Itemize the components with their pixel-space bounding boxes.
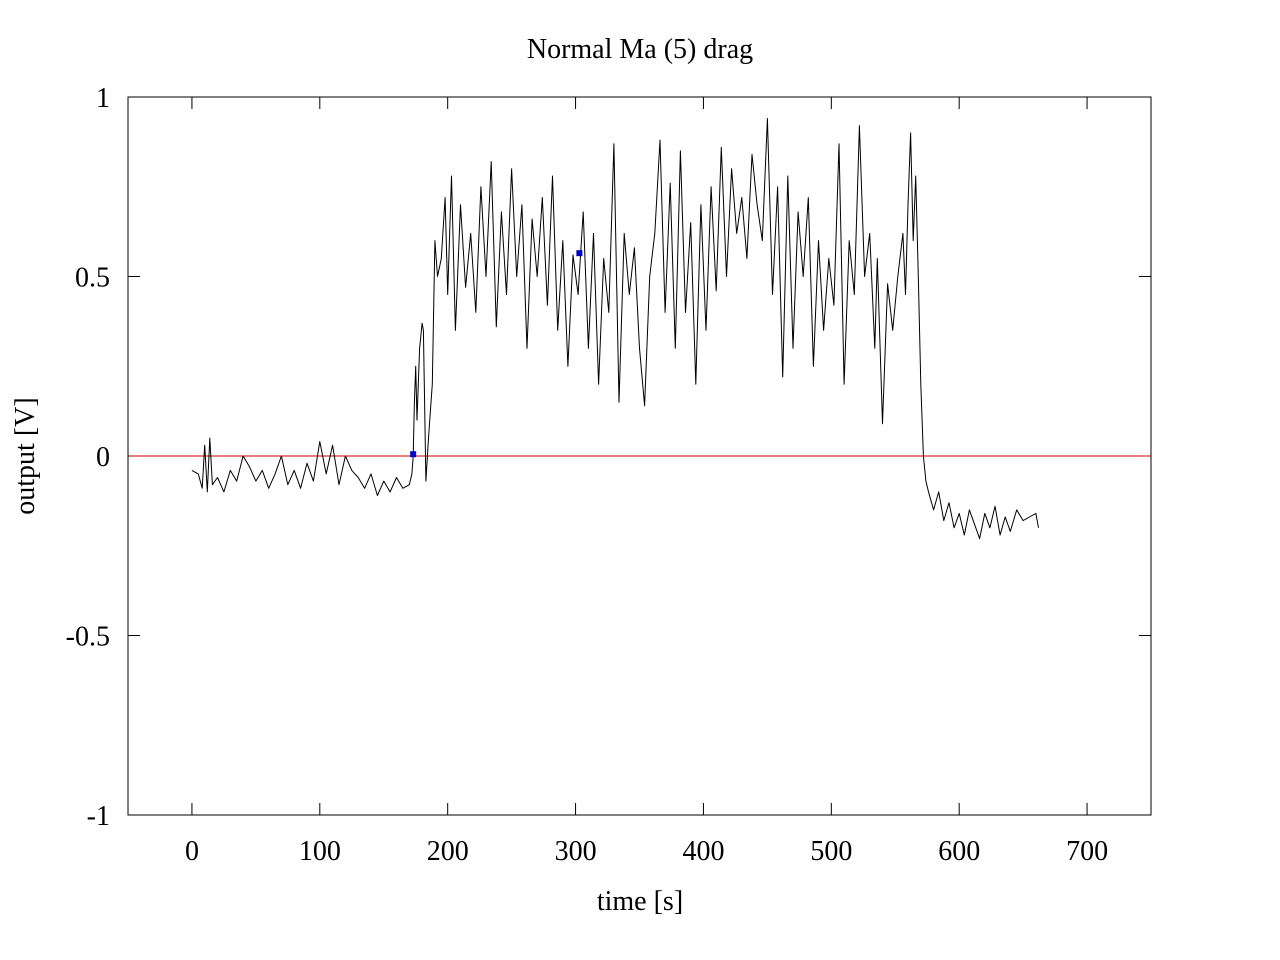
x-tick-label: 0: [185, 836, 199, 867]
x-axis-label: time [s]: [597, 886, 683, 917]
marker-point: [410, 451, 417, 458]
x-tick-label: 600: [938, 836, 980, 867]
x-tick-label: 500: [810, 836, 852, 867]
marker-point: [576, 250, 583, 257]
x-tick-label: 200: [427, 836, 469, 867]
x-ticks: 0 100 200 300 400 500 600 700: [185, 97, 1108, 867]
plot-frame: [127, 96, 1152, 816]
y-tick-label: 0.5: [75, 263, 110, 294]
x-tick-label: 300: [555, 836, 597, 867]
y-ticks: 1 0.5 0 -0.5 -1: [66, 83, 1151, 832]
chart-title: Normal Ma (5) drag: [527, 34, 753, 65]
x-tick-label: 400: [682, 836, 724, 867]
plot-area: [128, 118, 1151, 540]
series-line: [191, 118, 1039, 540]
x-tick-label: 700: [1066, 836, 1108, 867]
y-tick-label: 0: [96, 442, 110, 473]
y-tick-label: -1: [87, 801, 110, 832]
y-axis-label: output [V]: [10, 397, 41, 514]
y-tick-label: 1: [96, 83, 110, 114]
y-tick-label: -0.5: [66, 622, 110, 653]
x-tick-label: 100: [299, 836, 341, 867]
